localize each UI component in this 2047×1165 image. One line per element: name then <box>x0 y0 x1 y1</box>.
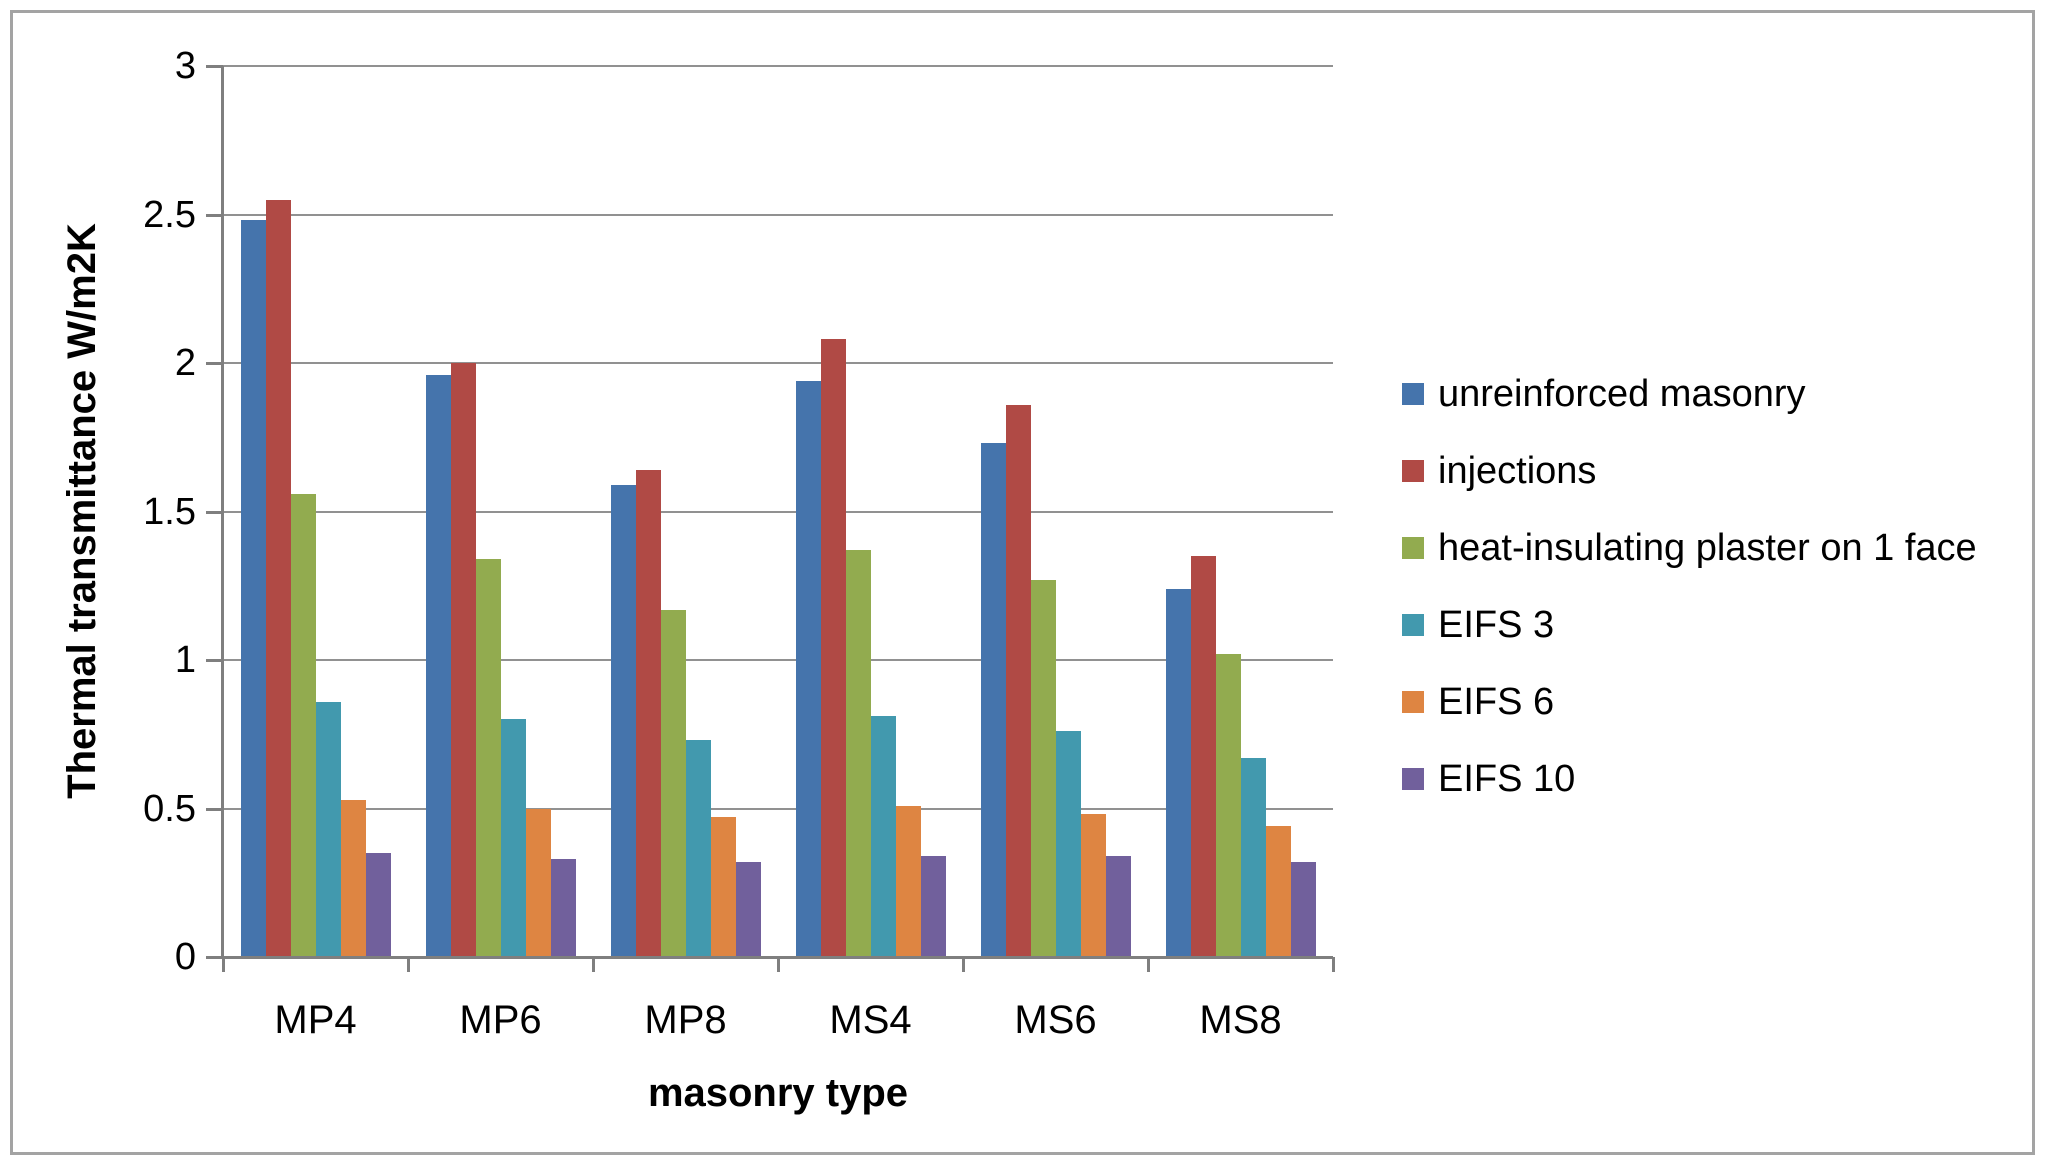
bar-ms8-injections <box>1190 556 1216 957</box>
x-axis-title: masonry type <box>647 1071 909 1115</box>
bar-ms6-eifs-3 <box>1055 731 1081 957</box>
bar-ms4-heat-insulating-plaster-on-1-face <box>845 550 871 957</box>
x-category-label-mp8: MP8 <box>644 998 727 1042</box>
x-category-label-mp6: MP6 <box>459 998 542 1042</box>
bar-ms8-eifs-3 <box>1240 758 1266 957</box>
y-tick-label-0.5: 0.5 <box>143 787 196 830</box>
legend-label-unreinforced-masonry: unreinforced masonry <box>1438 373 1806 415</box>
y-tick-1 <box>206 659 223 662</box>
bar-mp8-injections <box>635 469 661 957</box>
legend-label-heat-insulating-plaster-on-1-face: heat-insulating plaster on 1 face <box>1438 527 1977 569</box>
x-tick-4 <box>962 957 965 972</box>
bar-mp4-eifs-3 <box>315 701 341 957</box>
bar-ms6-unreinforced-masonry <box>980 443 1006 957</box>
y-tick-2.5 <box>206 213 223 217</box>
bar-mp4-unreinforced-masonry <box>240 220 266 957</box>
bar-ms8-eifs-6 <box>1265 826 1291 957</box>
legend-label-injections: injections <box>1438 450 1597 492</box>
y-tick-label-2.5: 2.5 <box>143 193 196 236</box>
bar-ms6-eifs-10 <box>1105 856 1131 957</box>
legend-swatch-eifs-10 <box>1402 768 1424 790</box>
gridline-y-3 <box>223 65 1333 67</box>
bar-ms8-eifs-10 <box>1290 861 1316 957</box>
legend-swatch-unreinforced-masonry <box>1402 383 1424 405</box>
x-tick-1 <box>407 957 410 972</box>
bar-mp6-heat-insulating-plaster-on-1-face <box>475 559 501 957</box>
bar-mp8-eifs-6 <box>710 817 736 957</box>
bar-mp8-eifs-3 <box>685 740 711 957</box>
y-tick-0.5 <box>206 807 223 811</box>
legend-swatch-heat-insulating-plaster-on-1-face <box>1402 537 1424 559</box>
bar-ms4-injections <box>820 339 846 957</box>
x-tick-2 <box>592 957 595 972</box>
bar-mp6-eifs-6 <box>525 808 551 957</box>
x-tick-3 <box>777 957 780 972</box>
bar-ms6-injections <box>1005 404 1031 957</box>
bar-mp4-eifs-10 <box>365 853 391 957</box>
bar-ms4-eifs-3 <box>870 716 896 957</box>
bar-ms6-heat-insulating-plaster-on-1-face <box>1030 579 1056 957</box>
bar-ms4-eifs-10 <box>920 856 946 957</box>
bar-mp4-heat-insulating-plaster-on-1-face <box>290 493 316 957</box>
x-category-label-ms6: MS6 <box>1014 998 1097 1042</box>
bar-ms4-eifs-6 <box>895 805 921 957</box>
y-tick-label-1.5: 1.5 <box>143 490 196 533</box>
x-tick-0 <box>222 957 225 972</box>
y-tick-label-3: 3 <box>174 45 196 87</box>
bar-mp4-injections <box>265 199 291 957</box>
bar-ms4-unreinforced-masonry <box>795 380 821 957</box>
y-tick-1.5 <box>206 510 223 514</box>
bar-ms8-unreinforced-masonry <box>1165 588 1191 957</box>
x-tick-6 <box>1332 957 1335 972</box>
y-tick-label-1: 1 <box>174 639 196 681</box>
gridline-y-2 <box>223 362 1333 364</box>
y-tick-2 <box>206 362 223 365</box>
x-category-label-mp4: MP4 <box>274 998 357 1042</box>
bar-mp6-unreinforced-masonry <box>425 374 451 957</box>
bar-ms6-eifs-6 <box>1080 814 1106 957</box>
legend-label-eifs-10: EIFS 10 <box>1438 758 1576 800</box>
gridline-y-1.5 <box>223 510 1333 513</box>
bar-ms8-heat-insulating-plaster-on-1-face <box>1215 654 1241 957</box>
y-tick-3 <box>206 65 223 68</box>
gridline-y-2.5 <box>223 213 1333 216</box>
bar-mp6-eifs-10 <box>550 858 576 957</box>
bar-mp8-unreinforced-masonry <box>610 484 636 957</box>
bar-mp8-heat-insulating-plaster-on-1-face <box>660 609 686 957</box>
y-tick-label-2: 2 <box>174 342 196 384</box>
gridline-y-1 <box>223 659 1333 661</box>
bar-mp6-injections <box>450 363 476 957</box>
legend-swatch-eifs-6 <box>1402 691 1424 713</box>
x-axis-line <box>206 956 1333 959</box>
x-category-label-ms8: MS8 <box>1199 998 1282 1042</box>
y-tick-label-0: 0 <box>174 936 196 978</box>
legend-label-eifs-6: EIFS 6 <box>1438 681 1555 723</box>
legend-swatch-injections <box>1402 460 1424 482</box>
gridline-y-0.5 <box>223 807 1333 810</box>
bar-mp4-eifs-6 <box>340 799 366 957</box>
legend-label-eifs-3: EIFS 3 <box>1438 604 1555 646</box>
bar-mp6-eifs-3 <box>500 719 526 957</box>
x-category-label-ms4: MS4 <box>829 998 912 1042</box>
legend-swatch-eifs-3 <box>1402 614 1424 636</box>
x-tick-5 <box>1147 957 1150 972</box>
bar-mp8-eifs-10 <box>735 861 761 957</box>
